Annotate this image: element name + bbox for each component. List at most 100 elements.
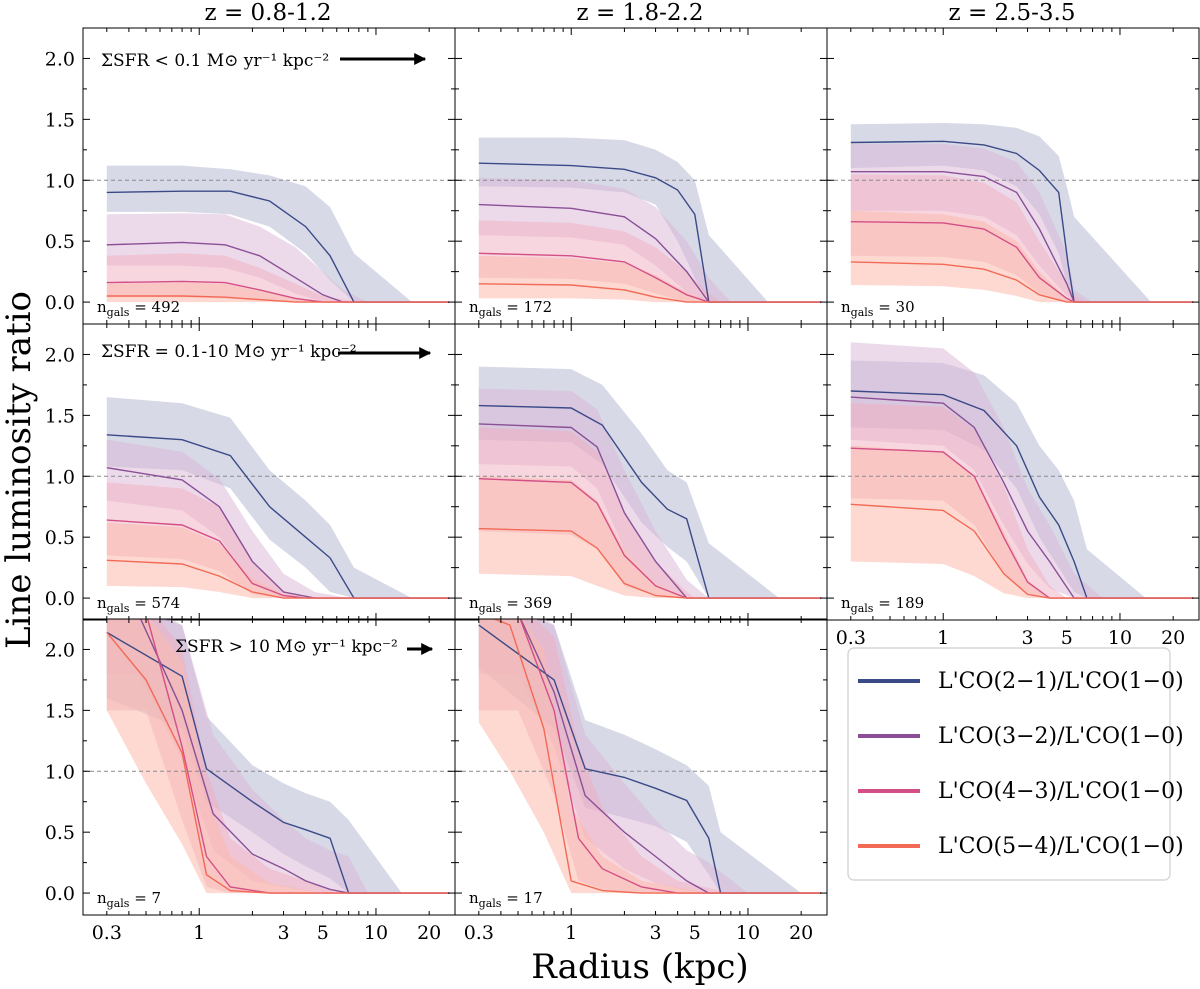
median-line-4: [106, 559, 450, 599]
legend: L'CO(2−1)/L'CO(1−0) L'CO(3−2)/L'CO(1−0) …: [847, 647, 1184, 881]
ngals-value: 574: [152, 594, 181, 612]
panel-1-1: ngals = 369: [454, 323, 828, 621]
confidence-band-4: [478, 476, 687, 599]
median-line-1: [106, 190, 450, 303]
ngals-value: 7: [152, 889, 162, 907]
ngals-annotation: ngals = 574: [97, 594, 180, 615]
y-tick-label: 1.5: [45, 700, 75, 722]
legend-label-co54: L'CO(5−4)/L'CO(1−0): [938, 834, 1184, 859]
x-tick-label: 10: [736, 922, 760, 944]
x-tick-label: 0.3: [836, 627, 866, 649]
panel-plot-area: [83, 619, 455, 894]
confidence-band-4: [850, 210, 1081, 303]
x-tick-label: 20: [417, 922, 441, 944]
x-axis-title: Radius (kpc): [531, 947, 748, 987]
panel-plot-area: [455, 137, 827, 303]
median-line-4: [106, 631, 450, 894]
x-tick-label: 5: [1061, 627, 1073, 649]
y-axis-title: Line luminosity ratio: [0, 291, 39, 649]
y-tick-label: 2.0: [45, 48, 75, 70]
ngals-value: 189: [896, 594, 925, 612]
ngals-annotation: ngals = 17: [469, 889, 543, 910]
x-tick-label: 3: [1022, 627, 1034, 649]
confidence-band-1: [106, 397, 413, 599]
panel-plot-area: [83, 397, 455, 599]
confidence-band-1: [850, 123, 1152, 303]
median-line-2: [106, 241, 450, 303]
y-tick-label: 1.5: [45, 109, 75, 131]
ngals-value: 492: [152, 298, 181, 316]
median-line-4: [850, 261, 1194, 303]
panels-group: ngals = 492 ngals = 172 ngals = 30 ngals = …: [45, 27, 1200, 944]
legend-label-co32: L'CO(3−2)/L'CO(1−0): [938, 724, 1184, 749]
panel-plot-area: [455, 619, 827, 894]
y-tick-label: 1.0: [45, 761, 75, 783]
median-line-1: [478, 404, 822, 599]
panel-0-0: ngals = 492: [82, 27, 456, 325]
x-tick-label: 10: [364, 922, 388, 944]
confidence-band-4: [478, 255, 709, 303]
y-tick-label: 1.5: [45, 405, 75, 427]
x-tick-label: 1: [565, 922, 577, 944]
x-tick-label: 0.3: [464, 922, 494, 944]
ngals-annotation: ngals = 7: [97, 889, 161, 910]
panel-2-1: ngals = 17: [454, 618, 828, 916]
panel-plot-area: [83, 165, 455, 303]
median-line-1: [478, 624, 822, 894]
x-tick-label: 3: [278, 922, 290, 944]
confidence-band-4: [850, 445, 1067, 599]
x-tick-label: 5: [689, 922, 701, 944]
y-tick-label: 0.5: [45, 231, 75, 253]
y-tick-label: 0.5: [45, 822, 75, 844]
confidence-band-4: [106, 282, 337, 303]
x-tick-label: 10: [1108, 627, 1132, 649]
median-line-1: [106, 631, 450, 894]
x-tick-label: 1: [937, 627, 949, 649]
median-line-4: [492, 619, 822, 894]
median-line-3: [478, 619, 822, 894]
y-tick-label: 1.0: [45, 170, 75, 192]
y-tick-label: 0.0: [45, 883, 75, 905]
y-tick-label: 0.0: [45, 292, 75, 314]
median-line-4: [478, 283, 822, 303]
ngals-value: 30: [896, 298, 915, 316]
median-line-4: [106, 295, 450, 303]
median-line-1: [850, 390, 1194, 599]
median-line-1: [106, 434, 450, 599]
panel-frame: [826, 323, 1200, 621]
median-line-2: [850, 396, 1194, 599]
ngals-annotation: ngals = 189: [841, 594, 924, 615]
x-tick-label: 20: [789, 922, 813, 944]
ngals-value: 369: [524, 594, 553, 612]
y-tick-label: 2.0: [45, 344, 75, 366]
panel-plot-area: [827, 342, 1199, 599]
x-tick-label: 20: [1161, 627, 1185, 649]
confidence-band-3: [106, 482, 323, 599]
panel-0-2: ngals = 30: [826, 27, 1200, 325]
column-title-1: z = 0.8-1.2: [205, 0, 332, 26]
ngals-annotation: ngals = 172: [469, 298, 552, 319]
confidence-band-4: [106, 619, 323, 894]
ngals-annotation: ngals = 492: [97, 298, 180, 319]
confidence-band-4: [106, 522, 315, 599]
x-tick-label: 0.3: [92, 922, 122, 944]
y-tick-label: 0.0: [45, 588, 75, 610]
column-title-3: z = 2.5-3.5: [949, 0, 1076, 26]
ngals-value: 17: [524, 889, 543, 907]
panel-frame: [454, 618, 828, 916]
confidence-band-2: [106, 439, 349, 599]
median-line-4: [850, 503, 1194, 599]
panel-1-0: ngals = 574: [82, 323, 456, 621]
x-tick-label: 3: [650, 922, 662, 944]
legend-label-co21: L'CO(2−1)/L'CO(1−0): [938, 669, 1184, 694]
legend-label-co43: L'CO(4−3)/L'CO(1−0): [938, 779, 1184, 804]
panel-0-1: ngals = 172: [454, 27, 828, 325]
x-tick-label: 1: [193, 922, 205, 944]
confidence-band-4: [478, 619, 709, 894]
median-line-1: [850, 140, 1194, 303]
median-line-1: [478, 162, 822, 303]
ngals-annotation: ngals = 30: [841, 298, 915, 319]
legend-frame: [847, 647, 1171, 881]
sfr-row-label-3: ΣSFR > 10 M⊙ yr⁻¹ kpc⁻²: [175, 637, 398, 657]
